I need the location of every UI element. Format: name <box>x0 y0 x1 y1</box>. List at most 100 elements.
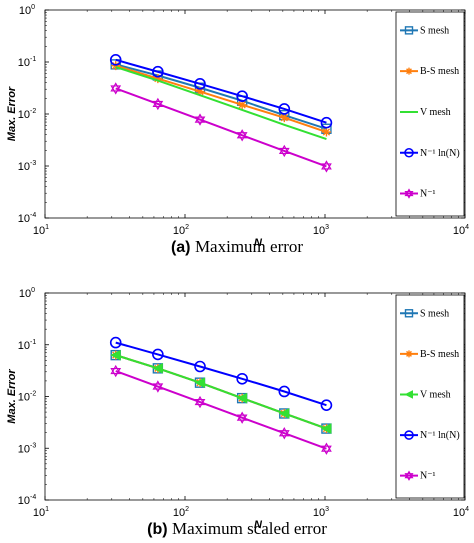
legend-marker <box>404 430 414 440</box>
legend-label: N⁻¹ <box>420 189 436 200</box>
legend-marker <box>404 390 413 399</box>
data-point <box>152 97 164 111</box>
data-point <box>152 348 164 361</box>
x-tick-label: 101 <box>33 506 49 519</box>
y-axis: 100 10-1 10-2 10-3 10-4 <box>18 287 465 507</box>
data-point <box>110 364 122 378</box>
y-tick-label: 10-2 <box>18 108 37 121</box>
x-tick-label: 101 <box>33 224 49 237</box>
chart-a: 101 102 103 104 100 10-1 10-2 10-3 10-4 N Max. Err… <box>6 4 469 256</box>
legend: S mesh B-S mesh V mesh N⁻¹ ln(N) N⁻¹ <box>395 11 465 217</box>
legend-marker <box>404 470 414 481</box>
data-point <box>194 78 206 90</box>
y-tick-label: 10-2 <box>18 391 37 404</box>
y-tick-label: 10-4 <box>18 212 37 225</box>
data-point <box>279 113 289 123</box>
data-point <box>152 65 164 78</box>
data-point <box>278 408 290 419</box>
data-point <box>236 392 248 404</box>
x-tick-label: 103 <box>313 224 329 237</box>
legend-marker <box>405 67 413 75</box>
series-line <box>115 87 327 168</box>
legend-marker <box>404 188 414 199</box>
data-point <box>153 74 163 84</box>
series-line <box>115 58 327 124</box>
figure-caption: (b) Maximum scaled error <box>147 519 327 538</box>
data-point <box>236 129 248 142</box>
legend-box <box>395 11 465 217</box>
series-line <box>115 354 327 430</box>
data-point <box>278 385 291 398</box>
x-tick-label: 104 <box>453 506 469 519</box>
data-point <box>237 100 247 110</box>
x-tick-label: 102 <box>173 224 189 237</box>
legend-label: N⁻¹ <box>420 471 436 482</box>
y-tick-label: 100 <box>19 4 35 17</box>
y-tick-label: 10-3 <box>18 442 37 455</box>
x-axis-label: N <box>254 519 263 531</box>
series-line <box>115 63 327 130</box>
legend-label: V mesh <box>420 107 451 118</box>
x-tick-label: 104 <box>453 224 469 237</box>
data-point <box>194 377 206 388</box>
x-axis: 101 102 103 104 <box>33 10 469 237</box>
x-tick-label: 102 <box>173 506 189 519</box>
series-line <box>115 370 327 450</box>
legend-marker <box>405 350 413 358</box>
legend-label: N⁻¹ ln(N) <box>420 430 460 441</box>
data-point <box>321 160 332 173</box>
data-point <box>110 349 121 361</box>
data-point <box>194 395 206 409</box>
y-axis-label: Max. Error <box>6 369 18 424</box>
data-point <box>110 82 122 95</box>
data-point <box>111 61 121 71</box>
figure-caption: (a) Maximum error <box>171 237 303 256</box>
y-axis: 100 10-1 10-2 10-3 10-4 <box>18 4 465 225</box>
y-tick-label: 100 <box>19 287 35 300</box>
legend-box <box>395 294 465 499</box>
legend-label: B-S mesh <box>420 349 459 360</box>
data-point <box>236 90 248 102</box>
data-point <box>194 360 206 373</box>
data-point <box>321 442 332 455</box>
series-line <box>115 66 327 140</box>
chart-b: 101 102 103 104 100 10-1 10-2 10-3 10-4 N Max. Err… <box>6 287 469 538</box>
legend-label: S mesh <box>420 308 449 319</box>
legend-marker <box>404 309 414 318</box>
legend-label: V mesh <box>420 389 451 400</box>
data-point <box>236 411 248 424</box>
x-axis: 101 102 103 104 <box>33 293 469 519</box>
series-0 <box>110 349 332 434</box>
data-point <box>278 427 290 440</box>
series-3 <box>109 54 333 129</box>
series-3 <box>109 336 333 411</box>
x-axis-label: N <box>254 237 263 249</box>
data-point <box>109 336 122 349</box>
y-tick-label: 10-1 <box>18 56 37 69</box>
x-tick-label: 103 <box>313 506 329 519</box>
data-point <box>236 372 248 385</box>
legend-label: B-S mesh <box>420 66 459 77</box>
data-point <box>152 380 164 393</box>
data-point <box>278 144 290 158</box>
legend-marker <box>404 26 414 35</box>
data-point <box>278 103 291 115</box>
data-point <box>321 127 331 137</box>
series-4 <box>110 82 332 173</box>
y-tick-label: 10-4 <box>18 494 37 507</box>
legend: S mesh B-S mesh V mesh N⁻¹ ln(N) N⁻¹ <box>395 294 465 499</box>
data-point <box>195 87 205 97</box>
y-tick-label: 10-1 <box>18 339 37 352</box>
data-point <box>320 399 333 411</box>
series-1 <box>111 350 331 434</box>
data-point <box>194 113 206 126</box>
series-line <box>115 341 327 407</box>
data-point <box>320 116 333 129</box>
series-line <box>115 64 327 133</box>
series-2 <box>110 349 332 434</box>
series-1 <box>111 61 331 137</box>
legend-label: S mesh <box>420 25 449 36</box>
data-point <box>320 423 332 434</box>
y-axis-label: Max. Error <box>6 86 18 141</box>
